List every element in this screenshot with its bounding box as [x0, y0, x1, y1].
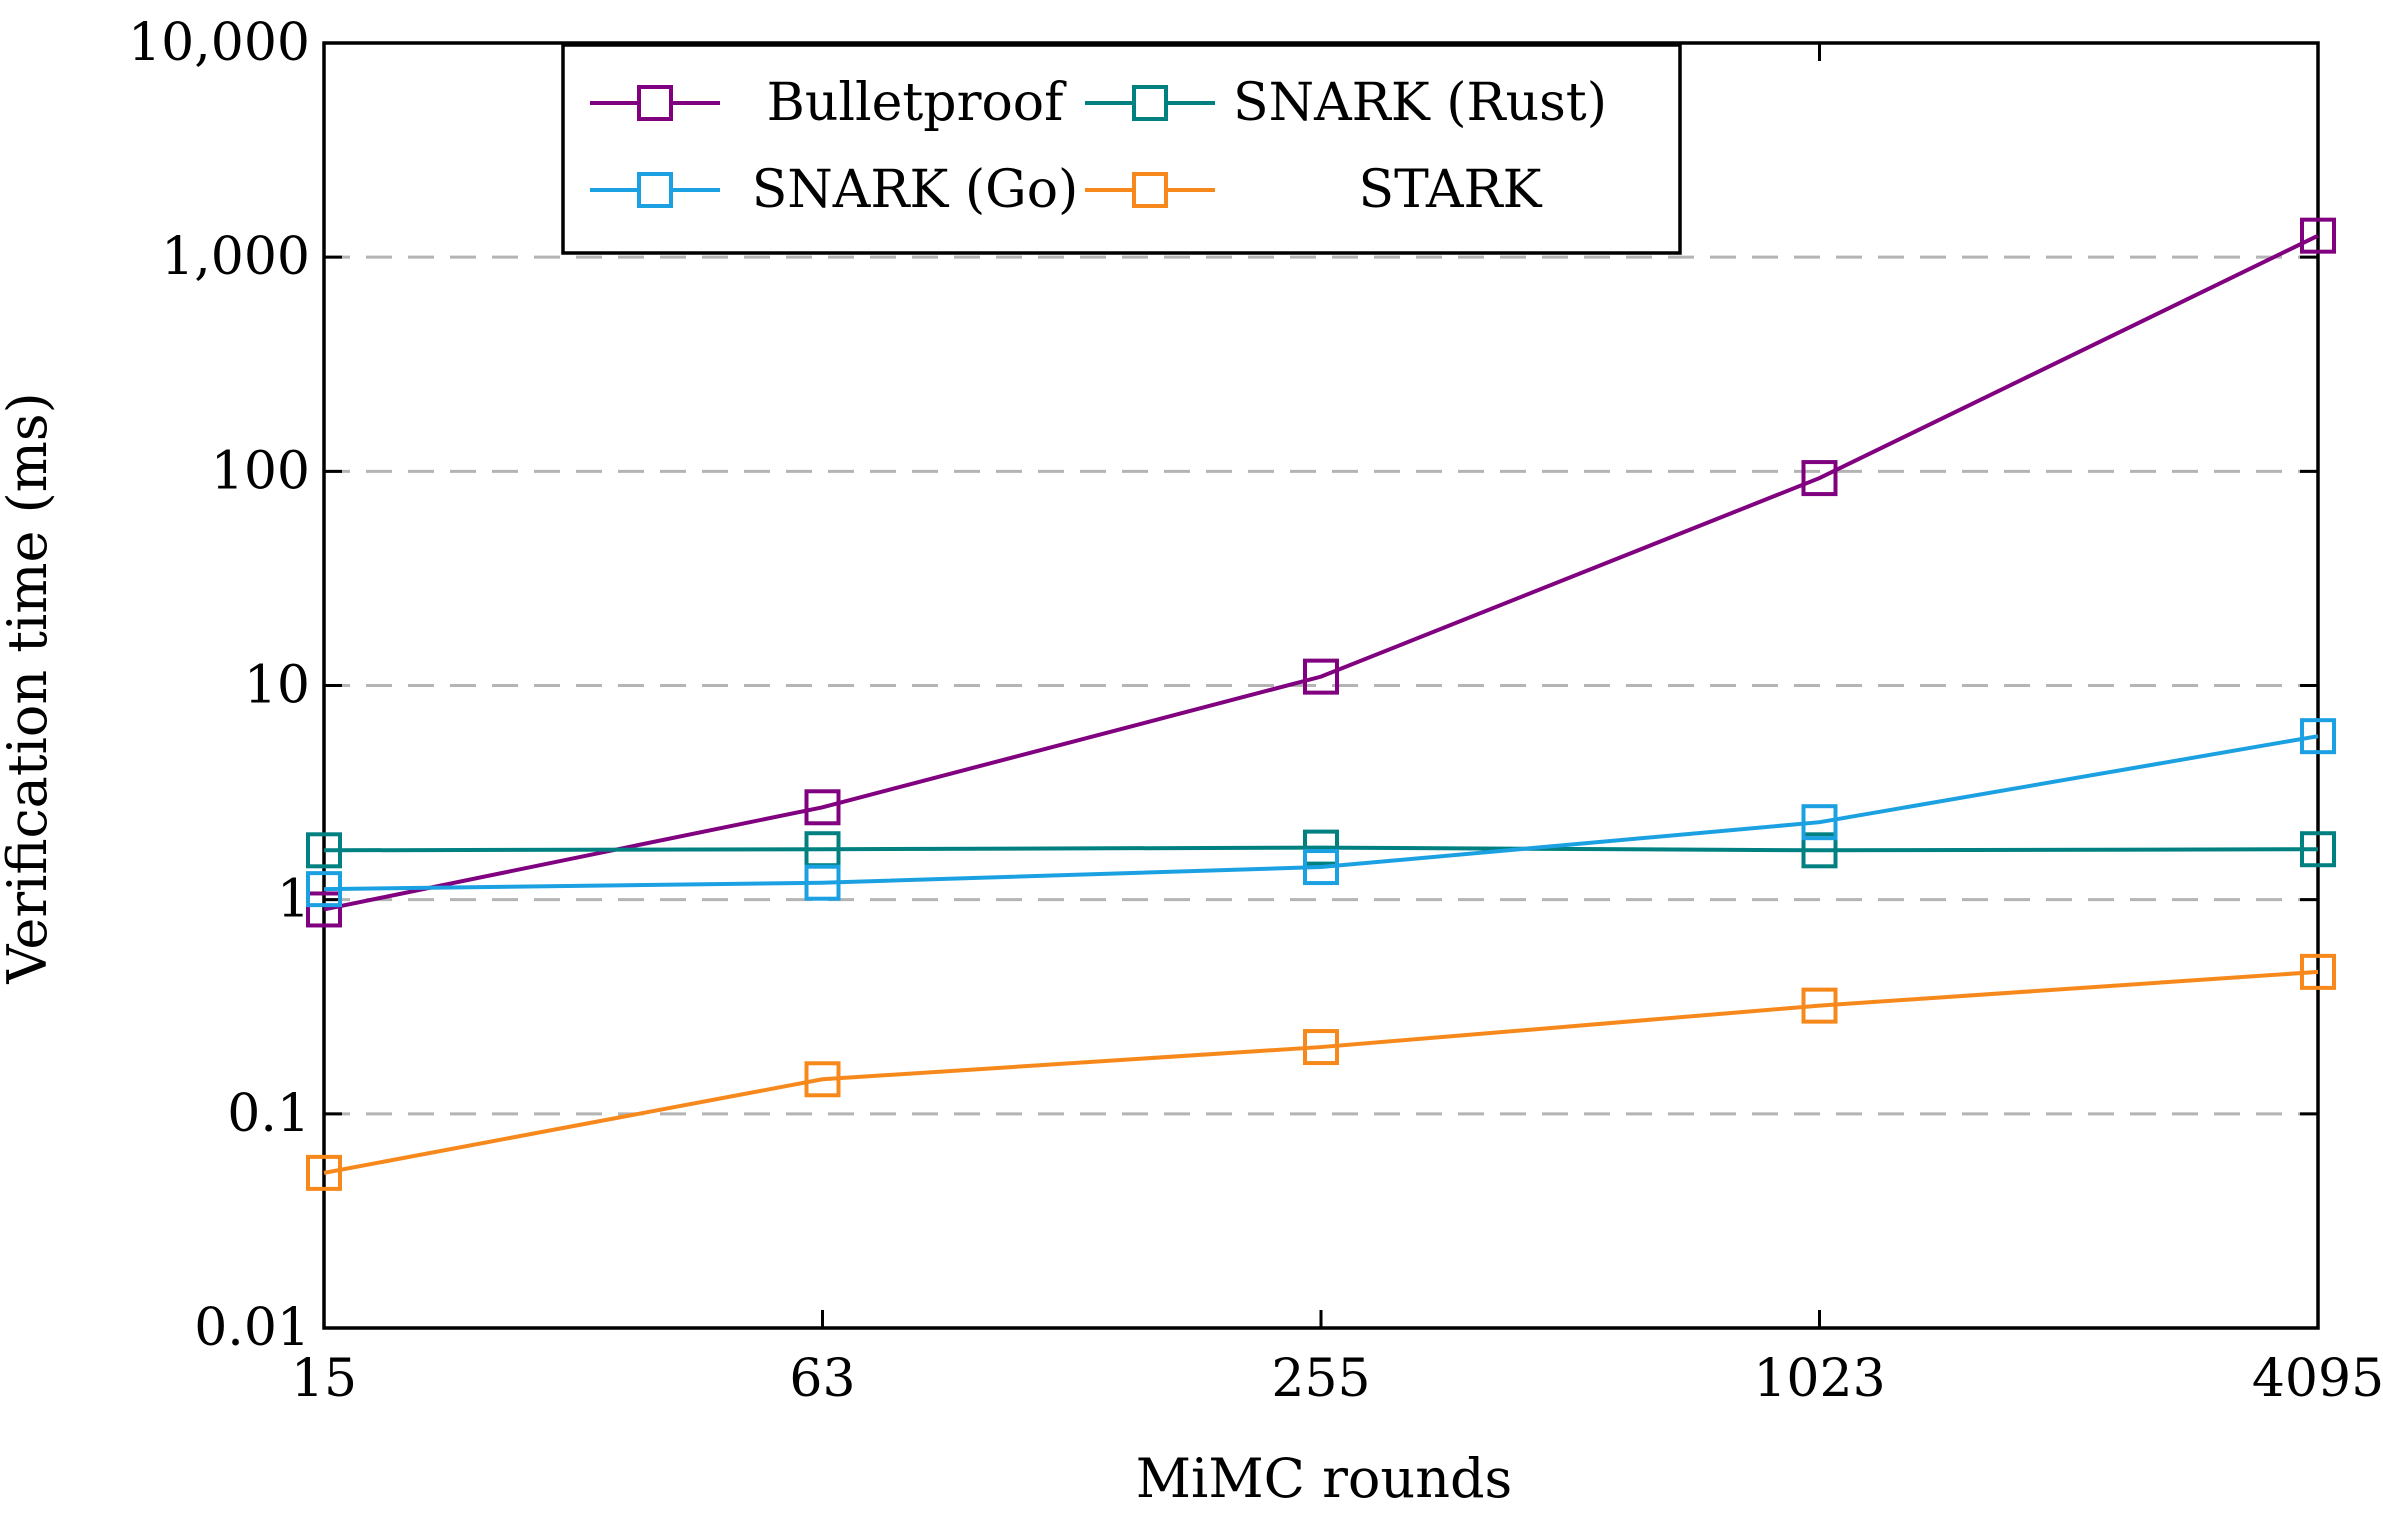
- x-tick-label: 15: [291, 1349, 357, 1409]
- data-point-snark-rust: [1801, 832, 1838, 869]
- plot-frame: [322, 41, 2320, 1330]
- x-tick-label: 1023: [1753, 1349, 1885, 1409]
- y-tick-label: 1: [277, 870, 310, 930]
- y-tick-label: 100: [211, 441, 310, 501]
- data-point-snark-go: [1303, 849, 1339, 886]
- series-line-stark: [323, 969, 2319, 1175]
- y-tick-label: 10,000: [128, 13, 310, 73]
- data-point-bulletproof: [306, 891, 342, 928]
- data-point-bulletproof: [804, 789, 841, 826]
- legend-label-bulletproof: Bulletproof: [767, 73, 1067, 133]
- data-point-snark-go: [2300, 718, 2336, 755]
- x-axis-label: MiMC rounds: [1136, 1447, 1513, 1510]
- legend-box: [561, 43, 1682, 255]
- data-point-bulletproof: [1801, 460, 1838, 497]
- x-tick-label: 4095: [2252, 1349, 2383, 1409]
- data-point-stark: [306, 1154, 342, 1191]
- data-point-stark: [1303, 1029, 1339, 1066]
- y-tick-label: 0.01: [194, 1298, 310, 1358]
- axes: 0.01 0.1 1 10 100 1,000 10,000 15 63 255 1023 4095: [128, 13, 2383, 1409]
- data-point-snark-rust: [2300, 831, 2336, 868]
- data-point-snark-go: [804, 864, 841, 901]
- y-tick-label: 1,000: [161, 227, 310, 287]
- data-point-snark-go: [306, 871, 342, 908]
- legend-label-snark-rust: SNARK (Rust): [1233, 73, 1607, 133]
- data-point-bulletproof: [2300, 217, 2336, 254]
- legend-marker-stark: [1132, 172, 1168, 208]
- legend-marker-bulletproof: [637, 85, 673, 121]
- y-tick-label: 0.1: [227, 1084, 310, 1144]
- x-tick-label: 63: [789, 1349, 855, 1409]
- x-tick-label: 255: [1271, 1349, 1370, 1409]
- data-point-snark-rust: [306, 832, 342, 869]
- y-tick-label: 10: [244, 656, 310, 716]
- legend-label-stark: STARK: [1358, 160, 1542, 220]
- plot-area: [306, 217, 2336, 1191]
- data-point-bulletproof: [1303, 658, 1339, 695]
- series-line-bulletproof: [323, 233, 2319, 912]
- data-point-snark-go: [1801, 804, 1838, 841]
- legend-label-snark-go: SNARK (Go): [752, 160, 1079, 220]
- legend-marker-snark-go: [637, 172, 673, 208]
- data-point-stark: [1801, 987, 1838, 1024]
- y-axis-label: Verification time (ms): [0, 392, 59, 984]
- data-point-stark: [804, 1061, 841, 1098]
- grid-lines: [324, 255, 2318, 1116]
- legend: Bulletproof SNARK (Rust) SNARK (Go) STARK: [561, 43, 1682, 255]
- data-point-stark: [2300, 953, 2336, 990]
- legend-marker-snark-rust: [1132, 85, 1168, 121]
- series-line-snark-go: [323, 734, 2319, 892]
- data-point-snark-rust: [1303, 829, 1339, 866]
- series-line-snark-rust: [323, 845, 2319, 853]
